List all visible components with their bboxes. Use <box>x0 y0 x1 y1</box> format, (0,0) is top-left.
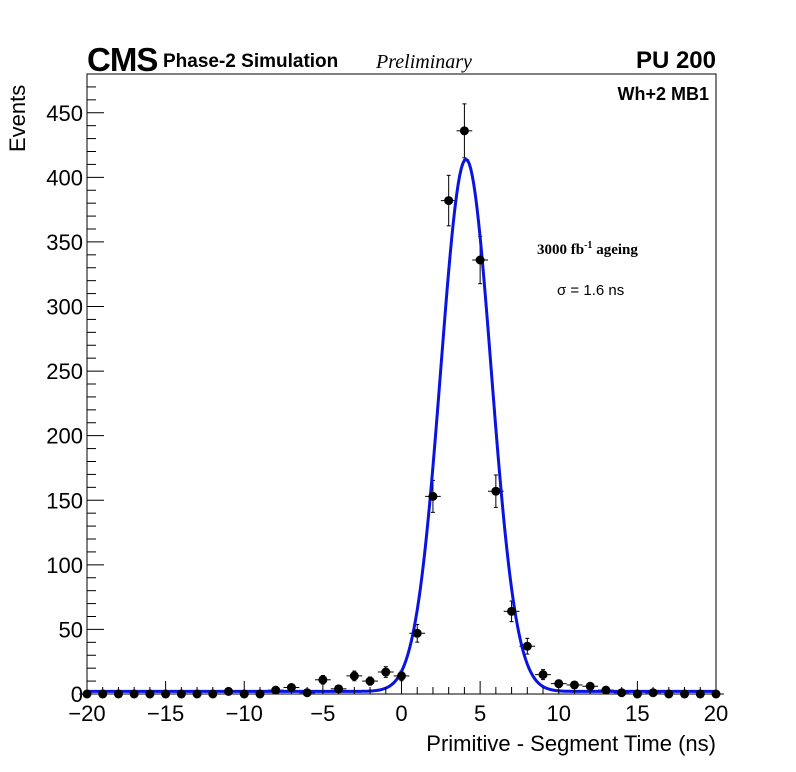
data-point <box>397 671 406 681</box>
x-tick-label: −15 <box>147 701 184 726</box>
data-point <box>365 676 375 686</box>
data-points <box>82 126 721 699</box>
x-tick-label: 20 <box>704 701 728 726</box>
y-tick-label: 150 <box>46 488 83 513</box>
x-tick-label: −20 <box>68 701 105 726</box>
simulation-label: Phase-2 Simulation <box>163 51 339 72</box>
data-point <box>522 641 532 651</box>
x-tick-label: 15 <box>625 701 649 726</box>
status-label: Preliminary <box>376 51 472 73</box>
y-axis-title: Events <box>5 84 30 152</box>
resolution-label: σ = 1.6 ns <box>557 282 625 299</box>
y-tick-label: 50 <box>59 617 83 642</box>
x-axis: −20 −15 −10 −5 0 5 10 15 20 <box>68 681 728 726</box>
pileup-label: PU 200 <box>635 47 716 74</box>
x-tick-label: 10 <box>547 701 571 726</box>
data-point <box>381 667 391 677</box>
y-tick-label: 400 <box>46 165 83 190</box>
data-point <box>491 486 501 496</box>
data-point <box>538 670 548 680</box>
data-point <box>585 681 595 691</box>
y-tick-label: 250 <box>46 359 83 384</box>
data-point <box>318 675 328 685</box>
y-axis: 0 50 100 150 200 250 300 350 400 450 <box>46 73 104 707</box>
y-tick-label: 0 <box>71 682 83 707</box>
error-bars <box>79 103 724 695</box>
x-tick-label: −10 <box>226 701 263 726</box>
data-point <box>459 126 469 136</box>
y-tick-label: 200 <box>46 424 83 449</box>
luminosity-value: 3000 fb <box>537 242 585 258</box>
luminosity-label: 3000 fb-1 ageing <box>537 240 638 259</box>
luminosity-suffix: ageing <box>592 242 638 258</box>
data-point <box>507 606 517 616</box>
plot-frame <box>86 73 717 695</box>
x-tick-label: 5 <box>474 701 486 726</box>
luminosity-exponent: -1 <box>584 240 593 251</box>
x-tick-label: 0 <box>395 701 407 726</box>
y-tick-label: 450 <box>46 101 83 126</box>
data-point <box>412 628 422 638</box>
y-tick-label: 100 <box>46 553 83 578</box>
data-point <box>444 196 454 206</box>
data-point <box>349 671 359 681</box>
data-point <box>428 491 438 501</box>
experiment-logo-text: CMS <box>87 41 158 78</box>
y-tick-label: 350 <box>46 230 83 255</box>
y-tick-label: 300 <box>46 295 83 320</box>
data-point <box>475 255 485 265</box>
data-point <box>569 680 579 690</box>
region-label: Wh+2 MB1 <box>617 84 709 104</box>
x-tick-label: −5 <box>310 701 335 726</box>
x-axis-title: Primitive - Segment Time (ns) <box>426 731 716 756</box>
